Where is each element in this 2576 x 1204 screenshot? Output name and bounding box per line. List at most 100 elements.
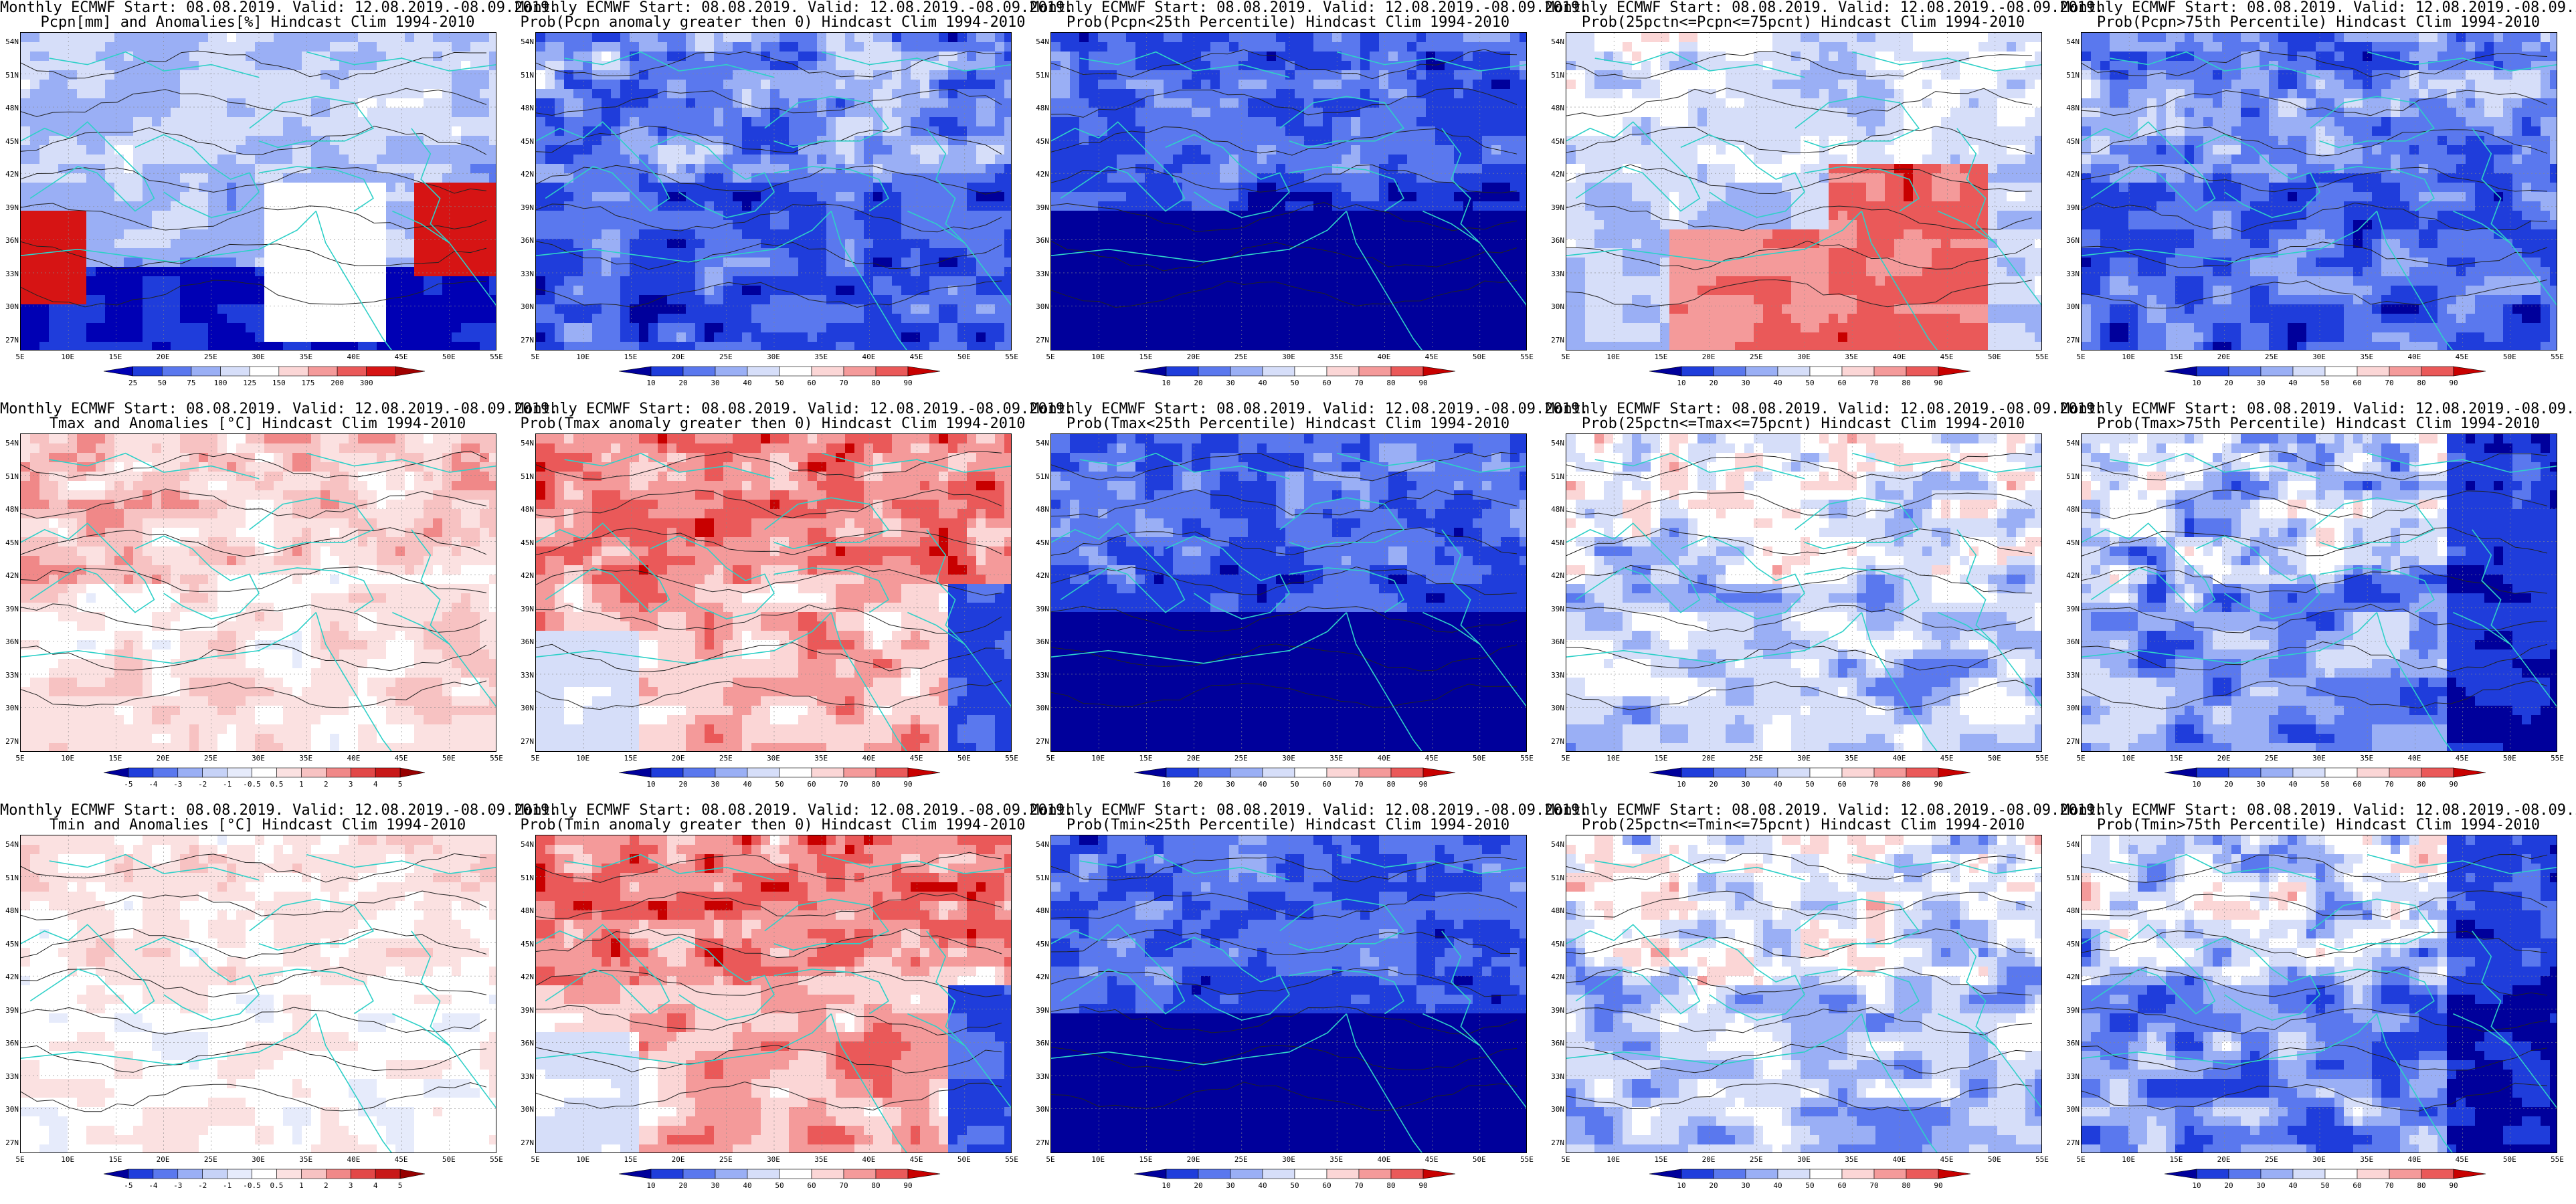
longitude-label: 40E: [858, 1155, 879, 1164]
panel-header: Monthly ECMWF Start: 08.08.2019. Valid: …: [1030, 803, 1588, 819]
panel-header: Monthly ECMWF Start: 08.08.2019. Valid: …: [2061, 401, 2576, 417]
colorbar-swatch: [2453, 767, 2486, 778]
colorbar-swatch: [1358, 1169, 1392, 1179]
latitude-label: 27N: [1547, 1138, 1564, 1147]
colorbar-swatch: [350, 767, 376, 778]
colorbar-tick-label: 40: [2283, 1181, 2303, 1190]
longitude-label: 45E: [391, 353, 411, 361]
latitude-label: 36N: [1547, 236, 1564, 245]
colorbar-tick-label: 10: [1671, 1181, 1691, 1190]
colorbar-tick-label: 0.5: [266, 780, 286, 789]
latitude-label: 36N: [1, 1039, 19, 1047]
latitude-label: 45N: [1032, 538, 1049, 547]
colorbar-swatch: [1326, 366, 1360, 377]
field-map-svg: [536, 434, 1011, 751]
colorbar-swatch: [132, 366, 163, 377]
colorbar-swatch: [875, 1169, 909, 1179]
colorbar-swatch: [1422, 767, 1456, 778]
colorbar-swatch: [301, 1169, 327, 1179]
colorbar-swatch: [2421, 366, 2454, 377]
latitude-label: 39N: [517, 1006, 534, 1015]
panel-subtitle: Prob(Tmax anomaly greater then 0) Hindca…: [515, 416, 1030, 432]
longitude-label: 25E: [1231, 754, 1251, 763]
longitude-label: 45E: [1422, 1155, 1442, 1164]
colorbar-tick-label: 20: [673, 780, 693, 789]
colorbar-swatch: [366, 366, 396, 377]
colorbar-swatch: [1713, 366, 1746, 377]
map-panel-tmax-anom: Monthly ECMWF Start: 08.08.2019. Valid: …: [0, 401, 558, 803]
longitude-label: 55E: [486, 754, 507, 763]
latitude-label: 54N: [1032, 37, 1049, 46]
colorbar-tick-label: 60: [2347, 780, 2367, 789]
colorbar-swatch: [650, 767, 684, 778]
colorbar-tick-label: 40: [2283, 780, 2303, 789]
colorbar-swatch: [618, 767, 652, 778]
latitude-label: 39N: [1, 1006, 19, 1015]
colorbar-swatch: [177, 1169, 203, 1179]
longitude-label: 55E: [2032, 1155, 2052, 1164]
colorbar-swatch: [1745, 767, 1778, 778]
map-area: [1566, 433, 2042, 752]
longitude-label: 20E: [1184, 754, 1204, 763]
colorbar-tick-label: 20: [673, 379, 693, 387]
latitude-label: 36N: [2062, 637, 2080, 646]
longitude-label: 50E: [1985, 353, 2005, 361]
colorbar-tick-label: -4: [143, 780, 163, 789]
colorbar-tick-label: 70: [1349, 780, 1369, 789]
colorbar-swatch: [1681, 366, 1714, 377]
longitude-label: 15E: [105, 1155, 125, 1164]
latitude-label: 48N: [1032, 104, 1049, 112]
colorbar-tick-label: 3: [341, 1181, 361, 1190]
colorbar: [618, 1169, 941, 1179]
longitude-label: 55E: [2032, 353, 2052, 361]
latitude-label: 39N: [1547, 1006, 1564, 1015]
latitude-label: 51N: [1547, 71, 1564, 80]
colorbar-swatch: [252, 1169, 277, 1179]
colorbar-swatch: [153, 1169, 179, 1179]
latitude-label: 33N: [517, 1072, 534, 1081]
colorbar-tick-label: 60: [1317, 780, 1337, 789]
latitude-label: 54N: [517, 840, 534, 849]
longitude-label: 40E: [1889, 353, 1909, 361]
longitude-label: 45E: [1937, 754, 1957, 763]
map-panel-pcpn-mid: Monthly ECMWF Start: 08.08.2019. Valid: …: [1546, 0, 2104, 401]
colorbar: [1649, 767, 1971, 778]
colorbar-swatch: [326, 767, 351, 778]
colorbar-tick-label: 60: [2347, 1181, 2367, 1190]
colorbar-swatch: [1681, 767, 1714, 778]
colorbar-swatch: [843, 1169, 877, 1179]
longitude-label: 15E: [2166, 1155, 2186, 1164]
colorbar-tick-label: 10: [2187, 1181, 2207, 1190]
colorbar-swatch: [1422, 366, 1456, 377]
colorbar-tick-label: 10: [641, 1181, 661, 1190]
latitude-label: 36N: [2062, 1039, 2080, 1047]
longitude-label: 40E: [2404, 1155, 2424, 1164]
longitude-label: 10E: [2118, 353, 2138, 361]
longitude-label: 45E: [907, 1155, 927, 1164]
colorbar-tick-label: -4: [143, 1181, 163, 1190]
latitude-label: 36N: [517, 1039, 534, 1047]
longitude-label: 55E: [1517, 754, 1537, 763]
colorbar-swatch: [1294, 1169, 1327, 1179]
field-map-svg: [21, 33, 496, 350]
longitude-label: 50E: [1985, 754, 2005, 763]
longitude-label: 10E: [58, 1155, 78, 1164]
colorbar-swatch: [2260, 366, 2294, 377]
colorbar-swatch: [682, 767, 716, 778]
longitude-label: 10E: [1088, 1155, 1108, 1164]
colorbar-swatch: [747, 767, 780, 778]
latitude-label: 54N: [1, 439, 19, 447]
longitude-label: 10E: [1603, 1155, 1623, 1164]
colorbar-swatch: [618, 366, 652, 377]
longitude-label: 5E: [10, 754, 30, 763]
longitude-label: 45E: [391, 1155, 411, 1164]
latitude-label: 51N: [1032, 71, 1049, 80]
colorbar: [1133, 1169, 1456, 1179]
colorbar-swatch: [779, 366, 812, 377]
longitude-label: 5E: [1556, 754, 1576, 763]
longitude-label: 25E: [1231, 1155, 1251, 1164]
longitude-label: 5E: [1556, 1155, 1576, 1164]
colorbar-tick-label: 20: [1188, 1181, 1208, 1190]
colorbar-swatch: [1841, 767, 1875, 778]
longitude-label: 40E: [1374, 353, 1394, 361]
